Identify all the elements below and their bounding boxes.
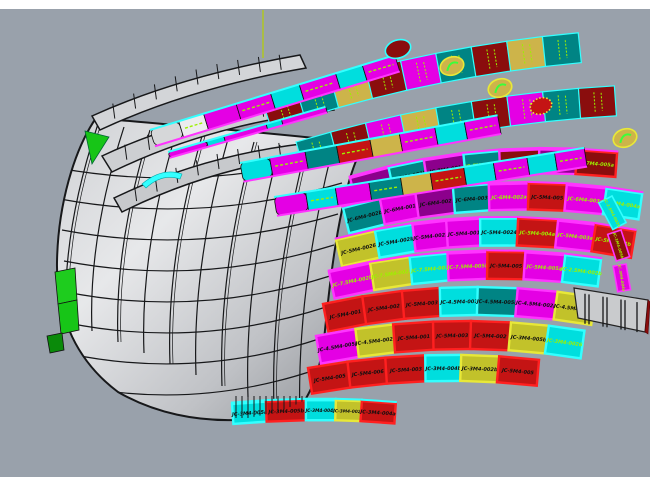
top-margin bbox=[0, 0, 650, 9]
plate-panel[interactable]: JC-4.5M4-001 bbox=[438, 285, 480, 318]
plate-panel[interactable]: JC-4.5M4-005b bbox=[475, 285, 519, 318]
plate-panel[interactable]: JC-6M4-002a bbox=[487, 180, 531, 212]
cyan-sliver bbox=[141, 171, 183, 189]
plate-panel[interactable]: JC-5M4-005 bbox=[526, 180, 569, 212]
plate-panel[interactable]: JC-3M4-004b bbox=[305, 397, 338, 422]
plate-panel[interactable]: JC-3M4-002b bbox=[458, 353, 501, 384]
deck-strip-tip bbox=[612, 127, 638, 149]
plate-panel[interactable]: JC-5M4-002b bbox=[373, 221, 419, 259]
plate-panel[interactable]: JC-6M4-003a bbox=[563, 182, 608, 216]
extras bbox=[46, 130, 650, 418]
plate-panel[interactable]: JC-4.5M4-005b bbox=[314, 327, 362, 365]
plate-panel[interactable]: JC-5M4-005 bbox=[495, 355, 541, 388]
plate-panel[interactable]: JC-7.5M4-005b bbox=[446, 249, 490, 282]
plate-panel[interactable]: JC-5M4-002 bbox=[360, 289, 408, 326]
plate-panel[interactable]: JC-5M4-005 bbox=[485, 249, 527, 281]
plate-panel[interactable]: JC-5M4-0024 bbox=[478, 215, 520, 247]
deck-strip-tips bbox=[384, 38, 638, 149]
deck-strip-tip bbox=[384, 38, 412, 60]
plate-panel[interactable]: JC-7.5M4-001 bbox=[408, 250, 452, 286]
deck-strip-tip bbox=[529, 96, 553, 116]
plate-panel[interactable]: JC-2.5M4-002b bbox=[558, 252, 604, 288]
plate-panel[interactable]: JC-3M4-004a bbox=[359, 398, 398, 425]
dark-red-edge bbox=[644, 299, 650, 335]
plate-panel[interactable]: JC-3M4-0026 bbox=[543, 324, 586, 360]
deck-plate[interactable] bbox=[506, 35, 547, 72]
plate-panel[interactable]: JC-5M4-001 bbox=[391, 320, 437, 354]
plate-panel[interactable]: JC-7.5M4-0021 bbox=[368, 254, 416, 292]
plate-panel[interactable]: JC-4.5M4-002b bbox=[514, 286, 559, 321]
plate-panel[interactable]: JC-3M4-005b bbox=[507, 321, 551, 355]
plate-panel[interactable]: JC-5M4-005 bbox=[306, 360, 353, 396]
plate-panel[interactable]: JC-5M4-003 bbox=[431, 319, 473, 351]
plate-panel[interactable]: JC-3M4-0025 bbox=[332, 397, 364, 423]
deck-plate[interactable] bbox=[470, 40, 513, 78]
green-panel[interactable] bbox=[54, 267, 78, 305]
deck-plate[interactable] bbox=[577, 85, 618, 119]
deck-plate[interactable] bbox=[541, 32, 582, 68]
plate-panel[interactable]: JC-3M4-004b bbox=[424, 353, 463, 383]
bottom-margin bbox=[0, 477, 650, 488]
deck-strip-tip bbox=[487, 77, 513, 99]
deck-strips[interactable] bbox=[149, 54, 588, 217]
plate-panel[interactable]: JC-5M4-004a bbox=[515, 215, 560, 249]
plate-panel[interactable]: JC-5M4-001 bbox=[444, 216, 484, 249]
plate-panel[interactable]: JC-5M4-0021 bbox=[410, 218, 451, 253]
green-panel[interactable] bbox=[46, 332, 65, 354]
plate-panel[interactable]: JC-4.5M4-0023 bbox=[353, 323, 399, 359]
deck-strip[interactable] bbox=[239, 114, 502, 183]
deck-strip[interactable] bbox=[149, 54, 401, 148]
green-panel[interactable] bbox=[84, 130, 110, 166]
plate-panel[interactable]: JC-5M4-003 bbox=[400, 286, 444, 321]
plate-panel[interactable]: JC-5M4-002 bbox=[468, 319, 513, 352]
deck-strip[interactable] bbox=[273, 146, 588, 217]
deck-strip-tip bbox=[439, 55, 465, 77]
plate-panel[interactable]: JC-5M4-006 bbox=[346, 356, 390, 389]
plate-panel[interactable]: JC-5M4-001 bbox=[321, 294, 370, 333]
plate-panel[interactable]: JC-5M4-003 bbox=[384, 353, 429, 385]
plate-panel[interactable]: JC-5M4-005a bbox=[522, 249, 567, 284]
plate-panel[interactable]: JC-3M4-005b bbox=[264, 397, 308, 423]
plate-panel[interactable]: JC-5M4-003a bbox=[553, 217, 598, 253]
deck-strip[interactable] bbox=[167, 105, 328, 159]
green-panel[interactable] bbox=[57, 299, 80, 335]
